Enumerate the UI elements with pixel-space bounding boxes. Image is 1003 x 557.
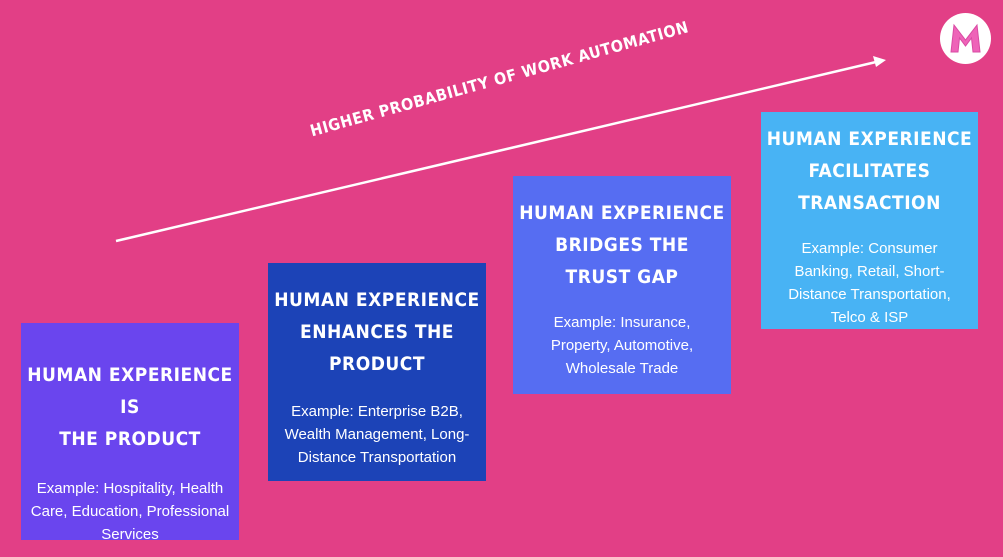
- stage-box-1: HUMAN EXPERIENCE IS THE PRODUCT Example:…: [21, 323, 239, 543]
- stage-title: HUMAN EXPERIENCE IS THE PRODUCT: [27, 364, 233, 450]
- stage-title: HUMAN EXPERIENCE ENHANCES THE PRODUCT: [274, 289, 480, 375]
- arrow-line: [115, 60, 877, 243]
- stage-example: Example: Insurance, Property, Automotive…: [550, 314, 694, 377]
- stage-title: HUMAN EXPERIENCE FACILITATES TRANSACTION: [766, 128, 973, 214]
- m-logo-icon: [940, 13, 991, 64]
- stage-example: Example: Consumer Banking, Retail, Short…: [788, 240, 951, 326]
- stage-title: HUMAN EXPERIENCE BRIDGES THE TRUST GAP: [519, 202, 725, 288]
- arrow-head: [873, 56, 886, 67]
- stage-box-4: HUMAN EXPERIENCE FACILITATES TRANSACTION…: [761, 112, 978, 329]
- stage-box-2: HUMAN EXPERIENCE ENHANCES THE PRODUCT Ex…: [268, 263, 486, 481]
- stage-box-3: HUMAN EXPERIENCE BRIDGES THE TRUST GAP E…: [513, 176, 731, 394]
- stage-example: Example: Hospitality, Health Care, Educa…: [30, 480, 230, 543]
- stage-example: Example: Enterprise B2B, Wealth Manageme…: [284, 403, 470, 466]
